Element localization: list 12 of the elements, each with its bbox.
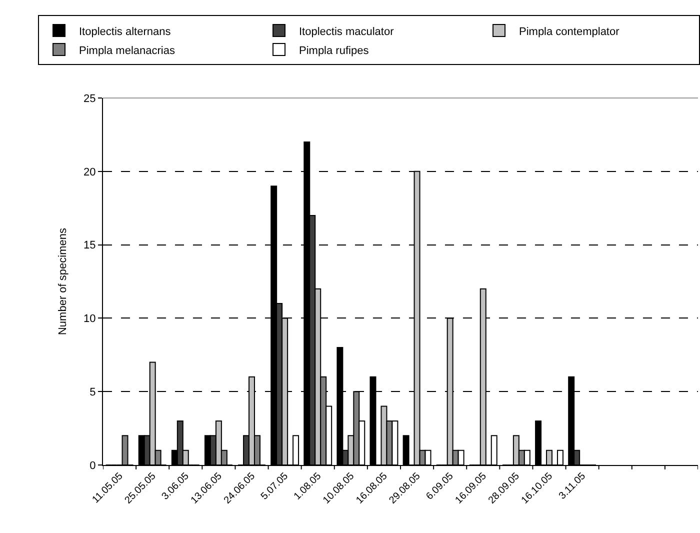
y-tick-label: 15	[84, 240, 96, 252]
y-axis-title: Number of specimens	[57, 228, 70, 335]
legend-label: Itoplectis maculator	[299, 26, 394, 38]
y-tick-label: 5	[90, 386, 96, 398]
y-tick-label: 20	[84, 166, 96, 178]
legend-label: Itoplectis alternans	[79, 26, 172, 38]
y-tick-label: 10	[84, 313, 96, 326]
y-tick-label: 0	[90, 460, 96, 472]
legend-label: Pimpla contemplator	[519, 26, 620, 38]
legend-label: Pimpla rufipes	[299, 44, 370, 57]
legend-label: Pimpla melanacrias	[79, 44, 176, 57]
y-tick-label: 25	[84, 92, 96, 105]
